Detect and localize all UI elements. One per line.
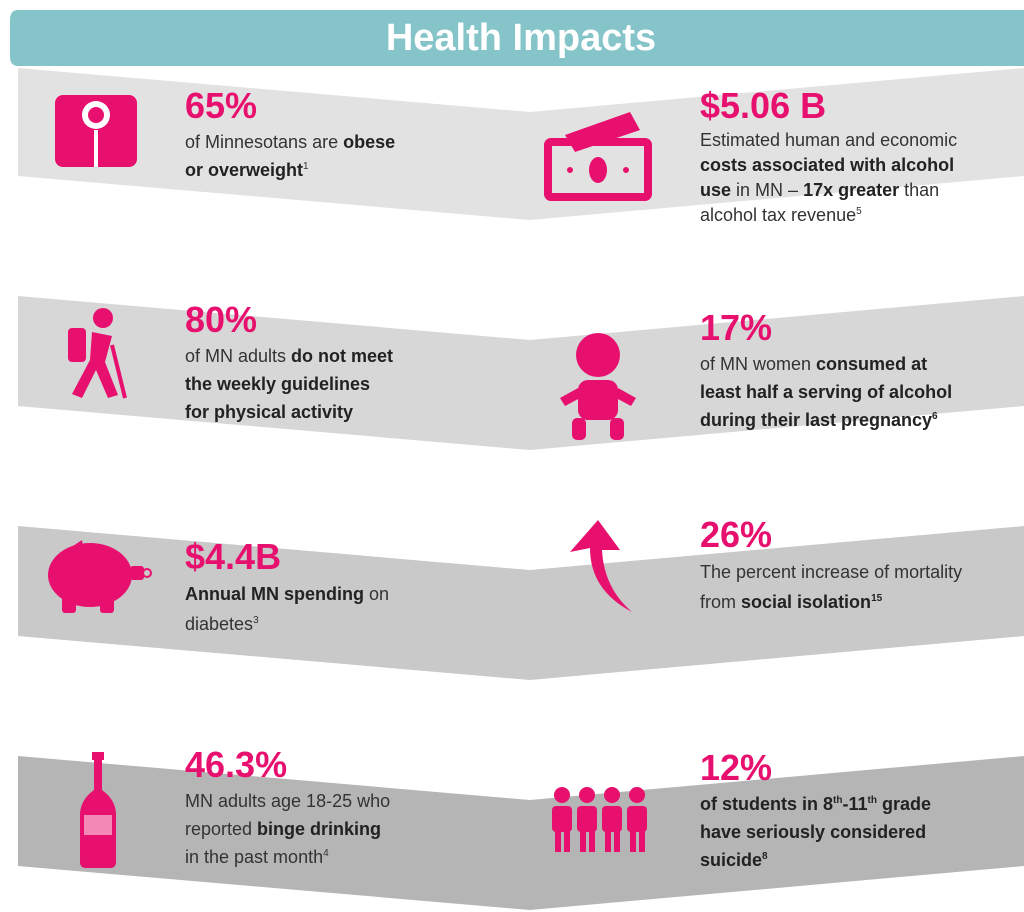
text: have seriously considered [700,822,927,842]
text: binge drinking [257,819,382,839]
stat-item: 17% of MN women consumed at least half a… [700,308,952,434]
text: suicide [700,850,763,870]
line: least half a serving of alcohol [700,378,952,406]
footnote: 6 [932,411,938,422]
text: than [899,180,940,200]
stat: 65% [185,85,258,126]
footnote: 5 [856,206,862,217]
line: of students in 8th-11th grade [700,790,931,818]
text: of [700,794,722,814]
line: MN adults age 18-25 who [185,787,390,815]
line: the weekly guidelines [185,370,393,398]
text: Annual MN spending [185,584,364,604]
line: or overweight1 [185,156,395,184]
text: on [364,584,390,604]
text: alcohol tax revenue [700,205,857,225]
text: reported [185,819,258,839]
stat: $4.4B [185,536,282,577]
text: consumed at [816,354,928,374]
title: Health Impacts [385,17,657,59]
text: during their last pregnancy [700,410,933,430]
footnote: 4 [323,848,329,859]
arrow-icon [570,520,632,612]
header-bar [10,10,1024,66]
text: th [833,795,843,806]
stat: 46.3% [185,744,288,785]
text: of Minnesotans are [185,132,344,152]
text: students in 8 [722,794,834,814]
stat-item: 46.3% MN adults age 18-25 who reported b… [185,745,390,871]
line: of Minnesotans are obese [185,128,395,156]
line: of MN adults do not meet [185,342,393,370]
text: least half a serving of alcohol [700,382,953,402]
stat-item: 26% The percent increase of mortality fr… [700,515,962,617]
money-icon [544,112,652,201]
text: diabetes [185,614,254,634]
stat-item: 65% of Minnesotans are obese or overweig… [185,86,395,184]
line: in the past month4 [185,843,390,871]
stat: 80% [185,299,258,340]
text: the weekly guidelines [185,374,371,394]
stat: $5.06 B [700,85,827,126]
text: MN adults age 18-25 who [185,791,391,811]
stat: 26% [700,514,773,555]
text: for physical activity [185,402,354,422]
text: th [867,795,877,806]
line: from social isolation15 [700,587,962,617]
text: or overweight [185,160,304,180]
footnote: 8 [762,851,768,862]
text: -11 [842,794,868,814]
line: of MN women consumed at [700,350,952,378]
stat-item: $5.06 B Estimated human and economic cos… [700,86,957,228]
piggy-icon [48,540,152,613]
text: The percent increase of mortality [700,562,963,582]
text: of MN adults [185,346,292,366]
footnote: 1 [303,161,309,172]
line: diabetes3 [185,609,389,639]
band [18,68,1024,220]
stat: 12% [700,747,773,788]
text: Estimated human and economic [700,130,958,150]
stat-item: 12% of students in 8th-11th grade have s… [700,748,931,874]
line: during their last pregnancy6 [700,406,952,434]
text: social isolation [741,592,872,612]
text: in MN – [731,180,804,200]
line: have seriously considered [700,818,931,846]
text: 17x greater [803,180,900,200]
hiker-icon [68,308,127,399]
baby-icon [560,333,636,440]
footnote: 15 [871,593,883,604]
text: from [700,592,742,612]
text: do not meet [291,346,394,366]
line: reported binge drinking [185,815,390,843]
band [18,526,1024,680]
band [18,296,1024,450]
line: costs associated with alcohol [700,153,957,178]
icons [48,95,652,868]
people-icon [552,787,647,852]
stat: 17% [700,307,773,348]
text: obese [343,132,396,152]
line: for physical activity [185,398,393,426]
line: alcohol tax revenue5 [700,203,957,228]
stat-item: $4.4B Annual MN spending on diabetes3 [185,537,389,639]
text: of MN women [700,354,817,374]
text: use [700,180,732,200]
line: Estimated human and economic [700,128,957,153]
text: in the past month [185,847,324,867]
line: suicide8 [700,846,931,874]
footnote: 3 [253,615,259,626]
bottle-icon [80,752,116,868]
line: The percent increase of mortality [700,557,962,587]
stat-item: 80% of MN adults do not meet the weekly … [185,300,393,426]
line: use in MN – 17x greater than [700,178,957,203]
text: grade [876,794,931,814]
line: Annual MN spending on [185,579,389,609]
text: costs associated with alcohol [700,155,955,175]
band [18,756,1024,910]
